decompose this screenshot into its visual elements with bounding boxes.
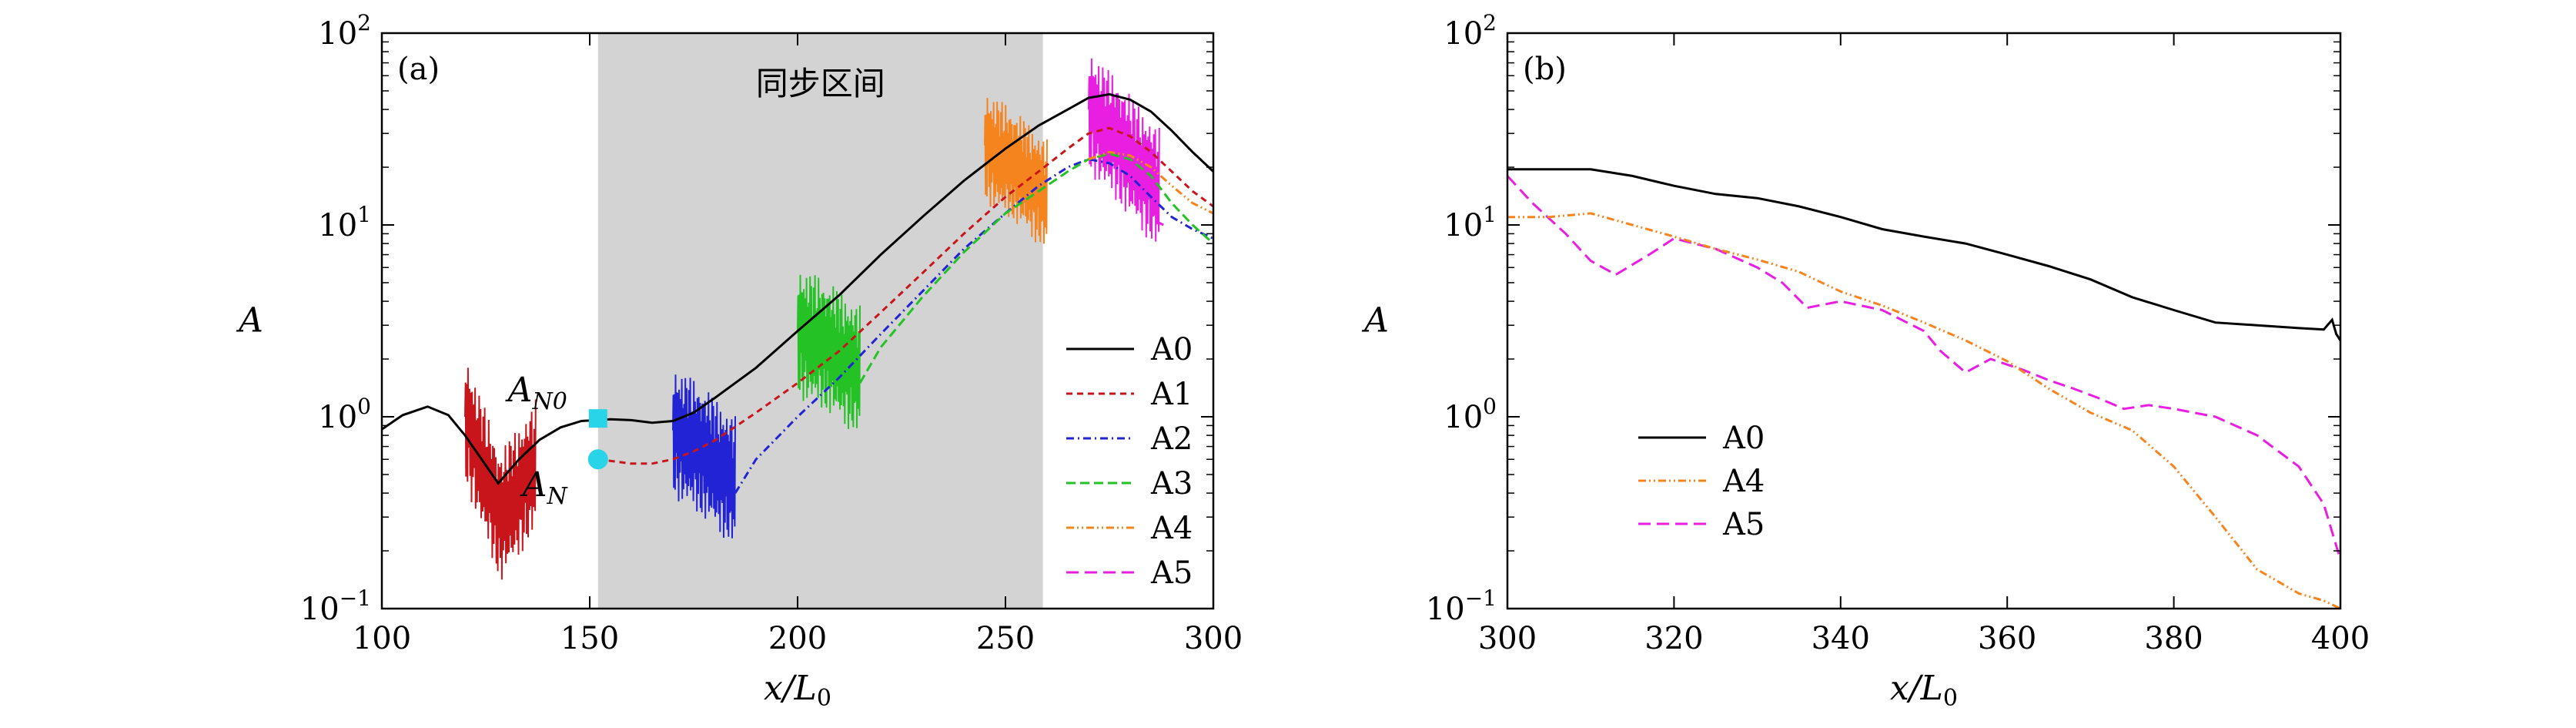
series-lines-b [1506,168,2342,610]
y-axis-label: A [236,301,263,341]
series-line-a5 [1506,175,2342,560]
panel-b: 300 320 340 360 380 400 10−1 100 101 102 (b) A0 A4… [1361,10,2370,712]
y-tick-label: 102 [318,10,371,52]
y-tick-label: 10−1 [300,585,371,627]
marker-an [587,449,608,470]
x-tick-label: 400 [2311,621,2370,656]
legend-label-a4: A4 [1150,511,1193,546]
series-line-a4 [1507,212,2341,610]
x-axis-label-a: x/L0 [764,669,831,712]
panel-label-a: (a) [397,52,440,87]
x-tick-label: 300 [1184,621,1243,656]
legend-label-a2: A2 [1150,421,1193,457]
x-axis-label: x/L0 [764,669,831,712]
oscillation-band-a2 [672,374,736,538]
y-tick-label: 100 [1444,394,1497,435]
x-tick-label: 340 [1812,621,1870,656]
annotation-label-an0: AN0 [505,371,567,415]
series-line-a5 [1154,220,1164,226]
legend-label-a1: A1 [1150,377,1193,412]
legend-a: A0 A1 A2 A3 A4 A5 [1066,332,1193,591]
x-tick-label: 200 [768,621,827,656]
y-axis-label-a: A [236,301,263,341]
legend-label-a5: A5 [1722,507,1765,542]
series-line-a0 [381,92,1215,485]
series-line-a4 [1088,150,1214,215]
legend-label-a5: A5 [1150,555,1193,591]
x-tick-label: 360 [1978,621,2036,656]
x-axis-label-b: x/L0 [1890,669,1958,712]
x-tick-label: 320 [1644,621,1703,656]
series-line-a0 [1507,168,2342,341]
legend-label-a0: A0 [1722,421,1765,456]
series-line-a2 [734,158,1214,494]
legend-label-a4: A4 [1722,464,1765,499]
y-tick-label: 101 [1444,202,1497,243]
series-line-a3 [858,153,1214,384]
y-axis-label-b: A [1361,301,1389,341]
x-axis-label: x/L0 [1890,669,1958,712]
x-tick-label: 300 [1478,621,1537,656]
legend-label-a0: A0 [1150,332,1193,367]
annotation-markers-a: AN0 AN [505,371,608,510]
x-tick-label: 150 [560,621,619,656]
legend-label-a3: A3 [1150,466,1193,502]
y-tick-label: 10−1 [1426,585,1497,627]
series-line-a1 [597,126,1214,465]
series-lines-a [381,58,1215,580]
axis-ticks-b: 300 320 340 360 380 400 10−1 100 101 102 [1426,10,2370,656]
sync-region-label: 同步区间 [756,65,885,102]
oscillation-band-a1 [464,367,537,580]
x-tick-label: 250 [976,621,1035,656]
legend-b: A0 A4 A5 [1638,421,1765,542]
y-tick-label: 102 [1444,10,1497,52]
x-tick-label: 380 [2144,621,2203,656]
oscillation-band-a4 [984,98,1048,244]
panel-label-b: (b) [1523,52,1567,87]
y-tick-label: 101 [318,202,371,243]
x-tick-label: 100 [353,621,411,656]
marker-an0 [588,409,607,428]
oscillation-band-a5 [1088,58,1160,242]
plot-frame-b [1506,32,2342,610]
annotation-label-an: AN [520,465,569,510]
y-tick-label: 100 [318,394,371,435]
y-axis-label: A [1361,301,1389,341]
